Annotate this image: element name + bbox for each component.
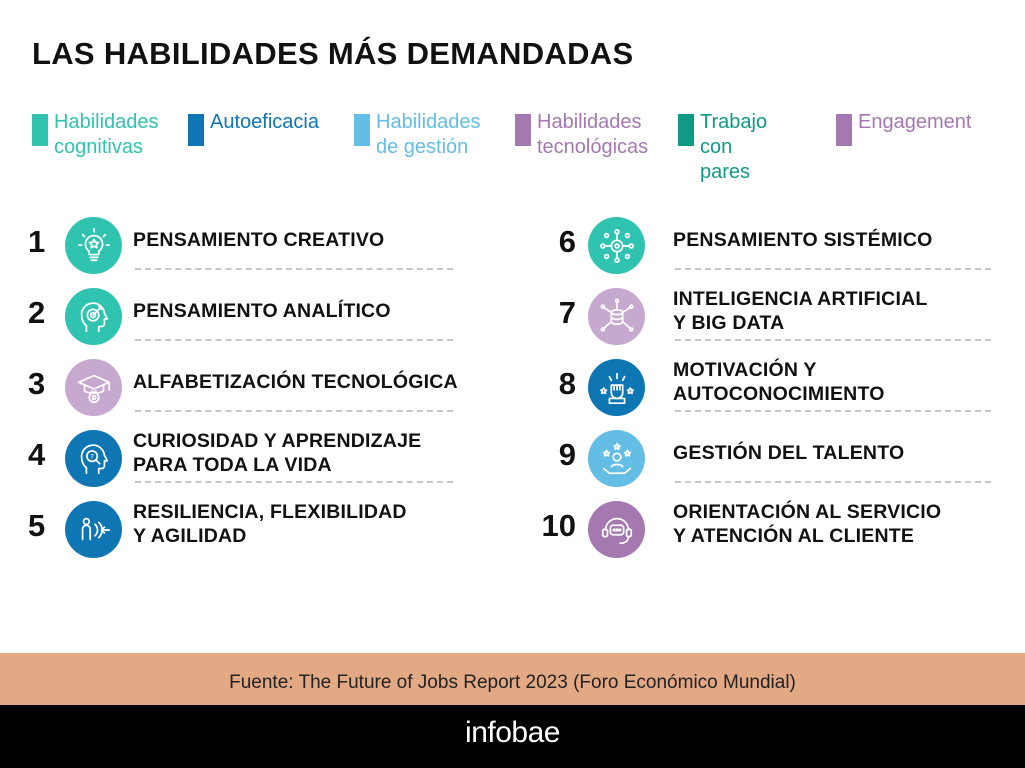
source-note: Fuente: The Future of Jobs Report 2023 (… — [0, 653, 1025, 705]
legend: Habilidades cognitivas Autoeficacia Habi… — [32, 110, 1002, 183]
skill-rank: 2 — [28, 295, 46, 330]
divider — [675, 339, 991, 341]
skill-name: PENSAMIENTO SISTÉMICO — [673, 229, 933, 251]
raised-fist-icon — [588, 359, 645, 416]
lightbulb-star-icon — [65, 217, 122, 274]
legend-label: Habilidades cognitivas — [54, 111, 159, 158]
legend-swatch — [515, 114, 531, 146]
svg-text:?: ? — [90, 453, 94, 461]
divider — [675, 481, 991, 483]
skill-name: ORIENTACIÓN AL SERVICIO Y ATENCIÓN AL CL… — [673, 501, 942, 547]
skill-name: PENSAMIENTO ANALÍTICO — [133, 300, 391, 322]
skill-rank: 7 — [558, 295, 576, 330]
skill-item: 2 PENSAMIENTO ANALÍTICO — [28, 283, 518, 354]
page-title: LAS HABILIDADES MÁS DEMANDADAS — [32, 36, 634, 71]
skill-name: RESILIENCIA, FLEXIBILIDAD Y AGILIDAD — [133, 501, 407, 547]
legend-swatch — [836, 114, 852, 146]
legend-swatch — [354, 114, 370, 146]
legend-label: Habilidades tecnológicas — [537, 111, 649, 158]
divider — [675, 410, 991, 412]
head-target-icon — [65, 288, 122, 345]
skill-rank: 6 — [558, 224, 576, 259]
skill-item: 7 INTELIGENCIA ARTIFICIAL Y BIG DATA — [530, 283, 1000, 354]
skill-item: 10 ORIENTACIÓN AL SERVICIO Y ATENCIÓN AL… — [530, 496, 1000, 567]
legend-swatch — [678, 114, 694, 146]
skill-name: INTELIGENCIA ARTIFICIAL Y BIG DATA — [673, 288, 928, 334]
skill-item: 4 ? CURIOSIDAD Y APRENDIZAJE PARA TODA L… — [28, 425, 518, 496]
skill-rank: 4 — [28, 437, 46, 472]
skill-rank: 5 — [28, 508, 46, 543]
skill-name: CURIOSIDAD Y APRENDIZAJE PARA TODA LA VI… — [133, 430, 422, 476]
skill-rank: 9 — [558, 437, 576, 472]
head-magnifier-icon: ? — [65, 430, 122, 487]
person-waves-icon — [65, 501, 122, 558]
network-gear-icon — [588, 217, 645, 274]
hand-stars-icon — [588, 430, 645, 487]
legend-label: Autoeficacia — [210, 111, 319, 133]
skill-item: 9 GESTIÓN DEL TALENTO — [530, 425, 1000, 496]
skills-list-left: 1 PENSAMIENTO CREATIVO 2 PENSAMIENTO ANA… — [28, 212, 518, 567]
divider — [675, 268, 991, 270]
legend-swatch — [32, 114, 48, 146]
brand-logo: infobae — [0, 705, 1025, 768]
skill-item: 5 RESILIENCIA, FLEXIBILIDAD Y AGILIDAD — [28, 496, 518, 567]
legend-label: Habilidades de gestión — [376, 111, 481, 158]
headset-chat-icon — [588, 501, 645, 558]
skill-item: 1 PENSAMIENTO CREATIVO — [28, 212, 518, 283]
legend-label: Trabajo con pares — [700, 111, 768, 183]
skill-rank: 1 — [28, 224, 46, 259]
skill-name: PENSAMIENTO CREATIVO — [133, 229, 385, 251]
divider — [135, 481, 453, 483]
legend-swatch — [188, 114, 204, 146]
divider — [135, 268, 453, 270]
skills-list-right: 6 PENSAMIENTO SISTÉMICO 7 INT — [530, 212, 1000, 567]
divider — [135, 410, 453, 412]
skill-rank: 3 — [28, 366, 46, 401]
skill-name: MOTIVACIÓN Y AUTOCONOCIMIENTO — [673, 359, 885, 405]
skill-name: GESTIÓN DEL TALENTO — [673, 442, 905, 464]
database-network-icon — [588, 288, 645, 345]
skill-item: 6 PENSAMIENTO SISTÉMICO — [530, 212, 1000, 283]
divider — [135, 339, 453, 341]
skill-rank: 8 — [558, 366, 576, 401]
skill-name: ALFABETIZACIÓN TECNOLÓGICA — [133, 371, 458, 393]
skill-item: 3 ALFABETIZACIÓN TECNOLÓGICA — [28, 354, 518, 425]
skill-rank: 10 — [541, 508, 576, 543]
graduation-gear-icon — [65, 359, 122, 416]
legend-label: Engagement — [858, 111, 972, 133]
skill-item: 8 MOTIVACIÓN Y AUTOCONOCIMIENTO — [530, 354, 1000, 425]
